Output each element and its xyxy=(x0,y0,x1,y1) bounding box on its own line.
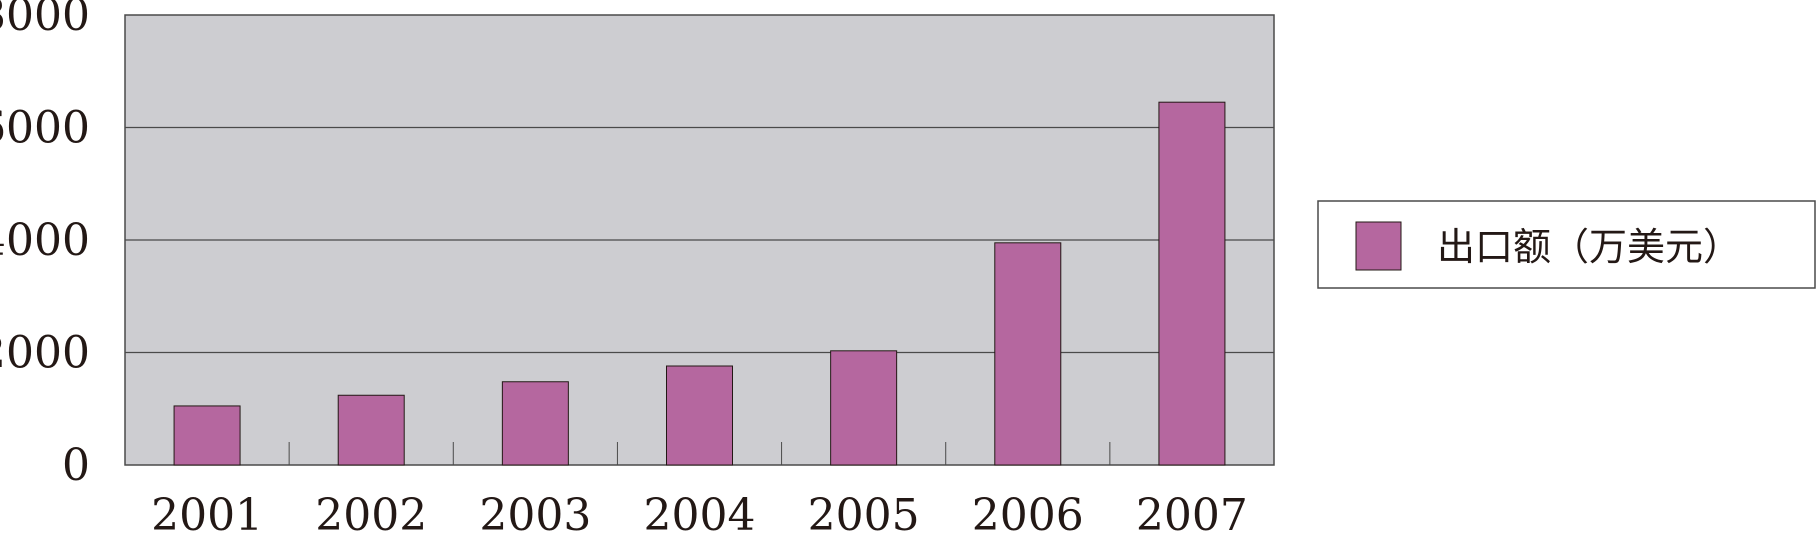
x-tick-labels: 2001 2002 2003 2004 2005 2006 2007 xyxy=(151,490,1248,535)
bar-2004 xyxy=(666,365,733,466)
bar-2007 xyxy=(1158,101,1226,466)
x-tick-label: 2002 xyxy=(315,490,427,535)
y-tick-label: 2000 xyxy=(0,328,90,379)
legend-box xyxy=(1317,200,1816,289)
bar-2003 xyxy=(501,381,569,466)
grid-lines xyxy=(125,126,1274,354)
bar-2002 xyxy=(337,394,405,466)
y-tick-label: 0 xyxy=(62,440,90,491)
legend-swatch xyxy=(1355,221,1402,271)
y-tick-label: 4000 xyxy=(0,215,90,266)
x-tick-label: 2007 xyxy=(1136,490,1248,535)
bar-2001 xyxy=(173,405,241,466)
legend: 出口额（万美元） xyxy=(1317,200,1816,289)
bars xyxy=(173,101,1226,466)
x-tick-label: 2005 xyxy=(808,490,920,535)
bar-2006 xyxy=(994,242,1062,466)
y-tick-label: 8000 xyxy=(0,0,90,41)
y-tick-labels: 0 2000 4000 6000 8000 xyxy=(0,0,90,491)
y-tick-label: 6000 xyxy=(0,103,90,154)
x-tick-label: 2001 xyxy=(151,490,263,535)
bar-2005 xyxy=(830,350,898,466)
x-tick-label: 2004 xyxy=(644,490,756,535)
legend-label: 出口额（万美元） xyxy=(1437,225,1741,269)
x-tick-marks xyxy=(288,442,1111,465)
x-tick-label: 2006 xyxy=(972,490,1084,535)
x-tick-label: 2003 xyxy=(479,490,591,535)
